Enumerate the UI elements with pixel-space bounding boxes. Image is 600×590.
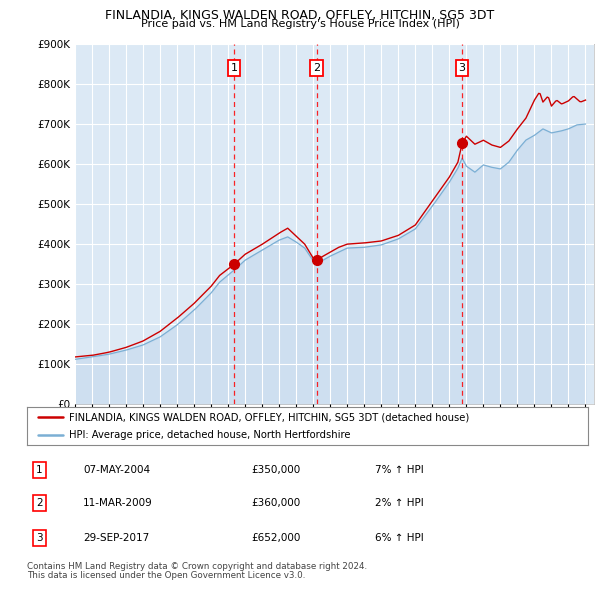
Text: 11-MAR-2009: 11-MAR-2009 bbox=[83, 498, 153, 508]
Text: 3: 3 bbox=[458, 63, 466, 73]
Text: 2: 2 bbox=[36, 498, 43, 508]
Text: £350,000: £350,000 bbox=[251, 466, 301, 475]
Text: 7% ↑ HPI: 7% ↑ HPI bbox=[375, 466, 424, 475]
Text: FINLANDIA, KINGS WALDEN ROAD, OFFLEY, HITCHIN, SG5 3DT: FINLANDIA, KINGS WALDEN ROAD, OFFLEY, HI… bbox=[106, 9, 494, 22]
Text: FINLANDIA, KINGS WALDEN ROAD, OFFLEY, HITCHIN, SG5 3DT (detached house): FINLANDIA, KINGS WALDEN ROAD, OFFLEY, HI… bbox=[69, 412, 469, 422]
Text: 29-SEP-2017: 29-SEP-2017 bbox=[83, 533, 149, 543]
Text: HPI: Average price, detached house, North Hertfordshire: HPI: Average price, detached house, Nort… bbox=[69, 430, 350, 440]
Text: 1: 1 bbox=[230, 63, 238, 73]
Text: Contains HM Land Registry data © Crown copyright and database right 2024.: Contains HM Land Registry data © Crown c… bbox=[27, 562, 367, 571]
Text: 3: 3 bbox=[36, 533, 43, 543]
Text: 2: 2 bbox=[313, 63, 320, 73]
Text: 07-MAY-2004: 07-MAY-2004 bbox=[83, 466, 150, 475]
Text: Price paid vs. HM Land Registry's House Price Index (HPI): Price paid vs. HM Land Registry's House … bbox=[140, 19, 460, 30]
Text: 2% ↑ HPI: 2% ↑ HPI bbox=[375, 498, 424, 508]
Text: £652,000: £652,000 bbox=[251, 533, 301, 543]
Text: This data is licensed under the Open Government Licence v3.0.: This data is licensed under the Open Gov… bbox=[27, 571, 305, 580]
Text: £360,000: £360,000 bbox=[251, 498, 301, 508]
Text: 1: 1 bbox=[36, 466, 43, 475]
Text: 6% ↑ HPI: 6% ↑ HPI bbox=[375, 533, 424, 543]
